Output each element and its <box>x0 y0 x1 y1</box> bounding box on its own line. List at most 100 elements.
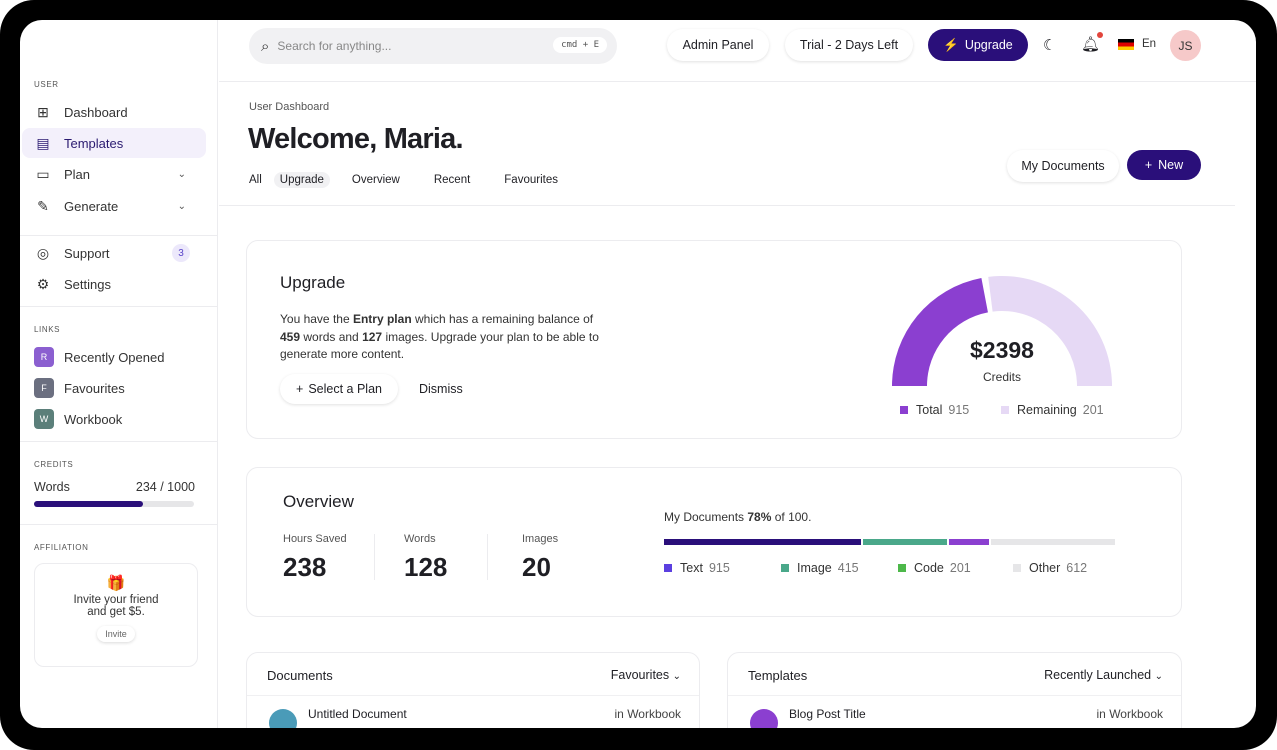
gear-icon: ⚙ <box>36 275 50 292</box>
plus-icon: + <box>1144 158 1153 172</box>
admin-panel-button[interactable]: Admin Panel <box>667 29 769 61</box>
swatch <box>781 564 789 572</box>
template-icon: ▤ <box>36 134 50 151</box>
top-bar: ⌕ Search for anything... cmd + E Admin Pan… <box>219 20 1256 82</box>
credits-value: 234 / 1000 <box>135 480 195 494</box>
sidebar-item-settings[interactable]: ⚙ Settings <box>22 269 206 299</box>
tabs: All Upgrade Overview Recent Favourites <box>243 172 564 188</box>
legend-code: Code 201 <box>898 561 971 575</box>
page-title: Welcome, Maria. <box>248 123 464 155</box>
label: En <box>1142 38 1157 50</box>
dismiss-button[interactable]: Dismiss <box>419 382 463 396</box>
avatar[interactable]: JS <box>1170 30 1201 61</box>
documents-card: Documents Favourites ⌄ Untitled Document… <box>246 652 700 728</box>
section-user: USER <box>34 80 59 89</box>
label: Words <box>404 533 436 545</box>
credits-label: Credits <box>982 370 1021 384</box>
upgrade-description: You have the Entry plan which has a rema… <box>280 311 640 364</box>
overview-card: Overview Hours Saved 238 Words 128 Images 2… <box>246 467 1182 617</box>
link-favourites[interactable]: F Favourites <box>22 373 206 403</box>
letter-icon: W <box>34 409 54 429</box>
value: 201 <box>1082 403 1104 417</box>
upgrade-card: Upgrade You have the Entry plan which ha… <box>246 240 1182 439</box>
label: Upgrade <box>964 38 1013 52</box>
breadcrumb: User Dashboard <box>249 101 330 113</box>
shortcut-hint: cmd + E <box>553 37 607 53</box>
my-documents-button[interactable]: My Documents <box>1007 150 1119 182</box>
documents-usage-bar <box>664 539 1115 545</box>
templates-title: Templates <box>748 668 808 683</box>
documents-filter-dropdown[interactable]: Favourites ⌄ <box>611 668 681 682</box>
sidebar-item-generate[interactable]: ✎ Generate ⌄ <box>22 191 206 221</box>
swatch <box>1001 406 1009 414</box>
document-icon <box>269 709 297 728</box>
stat-hours-saved: Hours Saved 238 <box>283 533 347 583</box>
credits-progress <box>34 501 194 507</box>
language-selector[interactable]: En <box>1118 38 1156 50</box>
letter-icon: R <box>34 347 54 367</box>
divider <box>219 205 1235 206</box>
upgrade-button[interactable]: ⚡ Upgrade <box>928 29 1028 61</box>
value: 415 <box>837 561 859 575</box>
legend-text: Text 915 <box>664 561 730 575</box>
text: You have the <box>280 312 353 326</box>
tab-all[interactable]: All <box>249 174 262 186</box>
text: words and <box>300 329 363 344</box>
gift-icon: 🎁 <box>106 575 126 592</box>
tab-recent[interactable]: Recent <box>433 174 471 186</box>
stat-images: Images 20 <box>522 533 558 583</box>
sidebar-item-support[interactable]: ◎ Support 3 <box>22 238 206 268</box>
document-name[interactable]: Untitled Document <box>308 707 407 721</box>
tab-upgrade[interactable]: Upgrade <box>273 172 330 188</box>
value: 915 <box>948 403 970 417</box>
segment-image <box>863 539 947 545</box>
label: Recently Launched <box>1044 668 1152 682</box>
segment-code <box>949 539 989 545</box>
text: of 100. <box>771 510 812 524</box>
value: 20 <box>522 552 551 582</box>
select-plan-button[interactable]: + Select a Plan <box>280 374 398 404</box>
overview-title: Overview <box>283 492 354 511</box>
bolt-icon: ⚡ <box>943 37 959 52</box>
value: 238 <box>283 552 327 582</box>
template-name[interactable]: Blog Post Title <box>789 707 866 721</box>
germany-flag-icon <box>1118 38 1134 50</box>
trial-button[interactable]: Trial - 2 Days Left <box>785 29 913 61</box>
link-recently-opened[interactable]: R Recently Opened <box>22 342 206 372</box>
value: 612 <box>1066 561 1088 575</box>
label: Images <box>522 533 559 545</box>
legend-total: Total 915 <box>900 403 969 417</box>
lifebuoy-icon: ◎ <box>36 244 50 261</box>
credits-name: Words <box>34 480 70 494</box>
support-badge: 3 <box>172 244 190 262</box>
search-input[interactable]: ⌕ Search for anything... cmd + E <box>249 28 617 64</box>
divider <box>20 306 218 307</box>
label: Generate <box>64 198 119 214</box>
invite-button[interactable]: Invite <box>97 626 135 642</box>
new-button[interactable]: + New <box>1127 150 1201 180</box>
templates-card: Templates Recently Launched ⌄ Blog Post … <box>727 652 1182 728</box>
stat-words: Words 128 <box>404 533 447 583</box>
divider <box>487 534 488 580</box>
link-workbook[interactable]: W Workbook <box>22 404 206 434</box>
section-credits: CREDITS <box>34 460 74 469</box>
sidebar-item-plan[interactable]: ▭ Plan ⌄ <box>22 159 206 189</box>
divider <box>247 695 699 696</box>
label: Text <box>680 561 703 575</box>
chevron-down-icon: ⌄ <box>177 168 186 180</box>
credits-amount: $2398 <box>970 337 1034 363</box>
tab-overview[interactable]: Overview <box>351 174 400 186</box>
dark-mode-icon[interactable]: ☾ <box>1043 37 1057 54</box>
wallet-icon: ▭ <box>36 165 50 182</box>
text: which has a remaining balance of <box>411 312 594 326</box>
section-links: LINKS <box>34 325 61 334</box>
bell-icon[interactable]: 🔔︎ <box>1081 32 1104 53</box>
affiliation-card: 🎁 Invite your friend and get $5. Invite <box>34 563 198 667</box>
sidebar-item-templates[interactable]: ▤ Templates <box>22 128 206 158</box>
segment-other <box>991 539 1115 545</box>
templates-filter-dropdown[interactable]: Recently Launched ⌄ <box>1044 668 1163 682</box>
divider <box>20 235 218 236</box>
tab-favourites[interactable]: Favourites <box>504 174 558 186</box>
sidebar-item-dashboard[interactable]: ⊞ Dashboard <box>22 97 206 127</box>
gauge-remaining-arc <box>988 276 1112 386</box>
